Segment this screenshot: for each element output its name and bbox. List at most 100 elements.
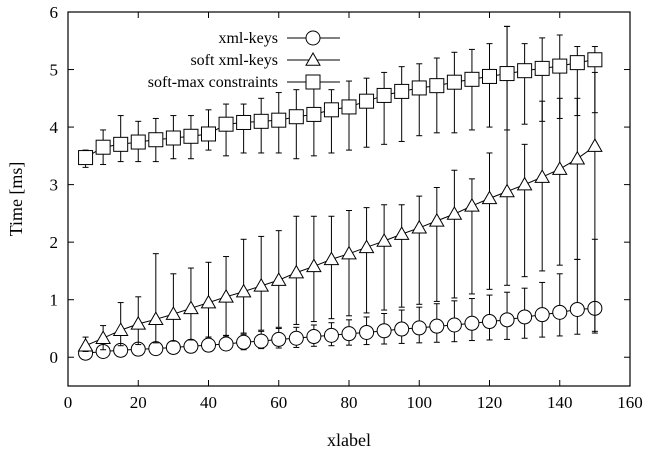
series-circle bbox=[78, 238, 603, 361]
data-point bbox=[394, 83, 410, 99]
data-point bbox=[446, 205, 463, 220]
data-point bbox=[429, 78, 445, 94]
data-point bbox=[464, 315, 480, 331]
data-point bbox=[130, 315, 147, 330]
data-point bbox=[218, 116, 234, 132]
y-tick-label: 3 bbox=[50, 176, 59, 195]
legend-label: soft xml-keys bbox=[190, 52, 278, 69]
data-point bbox=[235, 283, 252, 298]
data-point bbox=[288, 109, 304, 125]
data-point bbox=[323, 327, 339, 343]
data-point bbox=[253, 333, 269, 349]
data-point bbox=[393, 226, 410, 240]
data-point bbox=[358, 239, 375, 254]
data-point bbox=[323, 251, 340, 266]
data-point bbox=[236, 114, 252, 130]
data-point bbox=[148, 341, 164, 357]
data-point bbox=[147, 311, 164, 326]
data-point bbox=[499, 66, 515, 82]
legend-label: soft-max constraints bbox=[148, 74, 278, 91]
data-point bbox=[482, 314, 497, 330]
legend-marker bbox=[305, 30, 321, 46]
data-point bbox=[165, 130, 181, 146]
data-point bbox=[270, 272, 287, 286]
data-point bbox=[95, 139, 111, 155]
data-point bbox=[376, 323, 392, 339]
series-square bbox=[78, 25, 603, 168]
data-point bbox=[429, 318, 445, 334]
data-point bbox=[394, 321, 410, 337]
x-tick-label: 0 bbox=[64, 393, 73, 412]
data-point bbox=[552, 58, 568, 74]
legend-marker bbox=[305, 51, 321, 66]
data-point bbox=[271, 331, 287, 347]
data-point bbox=[271, 112, 287, 128]
x-tick-label: 160 bbox=[617, 393, 643, 412]
data-point bbox=[183, 338, 199, 354]
data-point bbox=[481, 190, 498, 205]
data-point bbox=[446, 317, 462, 333]
data-point bbox=[288, 330, 304, 346]
data-point bbox=[148, 132, 164, 148]
data-point bbox=[569, 55, 585, 71]
data-point bbox=[341, 245, 357, 260]
legend: xml-keys soft xml-keys soft-max constraint… bbox=[148, 30, 340, 91]
data-point bbox=[95, 330, 111, 344]
data-point bbox=[165, 306, 182, 320]
data-point bbox=[183, 300, 199, 315]
data-point bbox=[200, 294, 217, 309]
data-point bbox=[78, 150, 94, 166]
y-axis-label: Time [ms] bbox=[6, 162, 26, 237]
legend-marker bbox=[305, 74, 321, 90]
data-point bbox=[306, 106, 322, 122]
data-point bbox=[499, 312, 515, 328]
y-tick-label: 6 bbox=[50, 3, 59, 22]
legend-label: xml-keys bbox=[218, 30, 278, 47]
data-point bbox=[499, 183, 515, 198]
x-tick-label: 20 bbox=[130, 393, 147, 412]
data-point bbox=[253, 277, 270, 292]
data-point bbox=[288, 264, 305, 279]
data-point bbox=[218, 336, 234, 352]
x-tick-label: 40 bbox=[200, 393, 217, 412]
y-tick-label: 4 bbox=[50, 118, 59, 137]
data-point bbox=[113, 136, 129, 152]
data-point bbox=[201, 337, 216, 353]
data-point bbox=[569, 150, 586, 165]
data-point bbox=[534, 60, 550, 76]
data-point bbox=[323, 102, 339, 118]
data-point bbox=[569, 301, 585, 317]
data-point bbox=[253, 113, 269, 129]
x-tick-label: 80 bbox=[341, 393, 358, 412]
data-point bbox=[411, 80, 427, 96]
x-tick-label: 100 bbox=[407, 393, 433, 412]
data-point bbox=[376, 232, 392, 247]
data-point bbox=[516, 176, 533, 191]
data-point bbox=[411, 219, 428, 234]
y-tick-label: 2 bbox=[50, 233, 59, 252]
data-point bbox=[306, 329, 322, 345]
x-tick-label: 140 bbox=[547, 393, 573, 412]
data-point bbox=[306, 258, 322, 273]
x-tick-label: 60 bbox=[270, 393, 287, 412]
data-point bbox=[218, 288, 234, 303]
data-point bbox=[517, 309, 533, 325]
y-axis: 0 1 2 3 4 5 6 bbox=[50, 3, 630, 367]
data-point bbox=[534, 169, 551, 183]
y-tick-label: 5 bbox=[50, 61, 59, 80]
data-point bbox=[411, 320, 427, 336]
x-axis-label: xlabel bbox=[327, 430, 371, 450]
series-triangle bbox=[77, 25, 603, 352]
data-point bbox=[201, 126, 216, 142]
data-point bbox=[165, 339, 181, 355]
data-point bbox=[464, 71, 480, 87]
data-point bbox=[534, 307, 550, 323]
data-point bbox=[376, 87, 392, 103]
x-tick-label: 120 bbox=[477, 393, 503, 412]
data-point bbox=[236, 334, 252, 350]
data-point bbox=[587, 138, 603, 152]
data-point bbox=[446, 74, 462, 90]
x-axis: 0 20 40 60 80 100 120 140 160 bbox=[64, 12, 643, 412]
data-point bbox=[359, 93, 375, 109]
